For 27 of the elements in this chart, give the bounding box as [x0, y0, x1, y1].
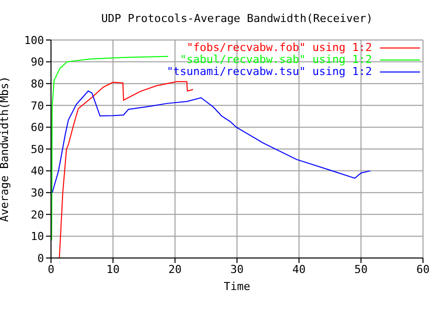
line-series	[51, 56, 169, 242]
y-tick-label: 70	[30, 99, 44, 112]
chart-title: UDP Protocols-Average Bandwidth(Receiver)	[100, 12, 374, 25]
y-tick-label: 90	[30, 56, 44, 69]
x-tick-label: 60	[416, 262, 430, 276]
y-tick-label: 40	[30, 164, 44, 178]
legend-label: "sabul/recvabw.sab" using 1:2	[180, 53, 372, 66]
y-tick-label: 20	[30, 208, 44, 222]
y-tick-label: 100	[24, 34, 44, 47]
x-tick-label: 50	[354, 262, 368, 276]
legend-label: "fobs/recvabw.fob" using 1:2	[186, 41, 372, 54]
x-tick-label: 10	[106, 262, 120, 276]
y-tick-label: 80	[30, 78, 44, 91]
line-series	[52, 90, 371, 194]
x-axis-title: Time	[224, 280, 250, 293]
line-series	[58, 81, 194, 258]
y-tick-label: 10	[30, 230, 44, 244]
legend-label: "tsunami/recvabw.tsu" using 1:2	[166, 65, 372, 78]
y-tick-label: 50	[30, 142, 44, 156]
x-tick-label: 0	[48, 262, 54, 276]
y-tick-label: 30	[30, 186, 44, 200]
x-tick-label: 40	[292, 262, 306, 276]
x-tick-label: 20	[168, 262, 182, 276]
x-tick-label: 30	[230, 262, 244, 276]
y-tick-label: 0	[37, 252, 44, 265]
y-axis-title: Average Bandwidth(Mbs)	[0, 76, 11, 222]
y-tick-label: 60	[30, 121, 44, 134]
